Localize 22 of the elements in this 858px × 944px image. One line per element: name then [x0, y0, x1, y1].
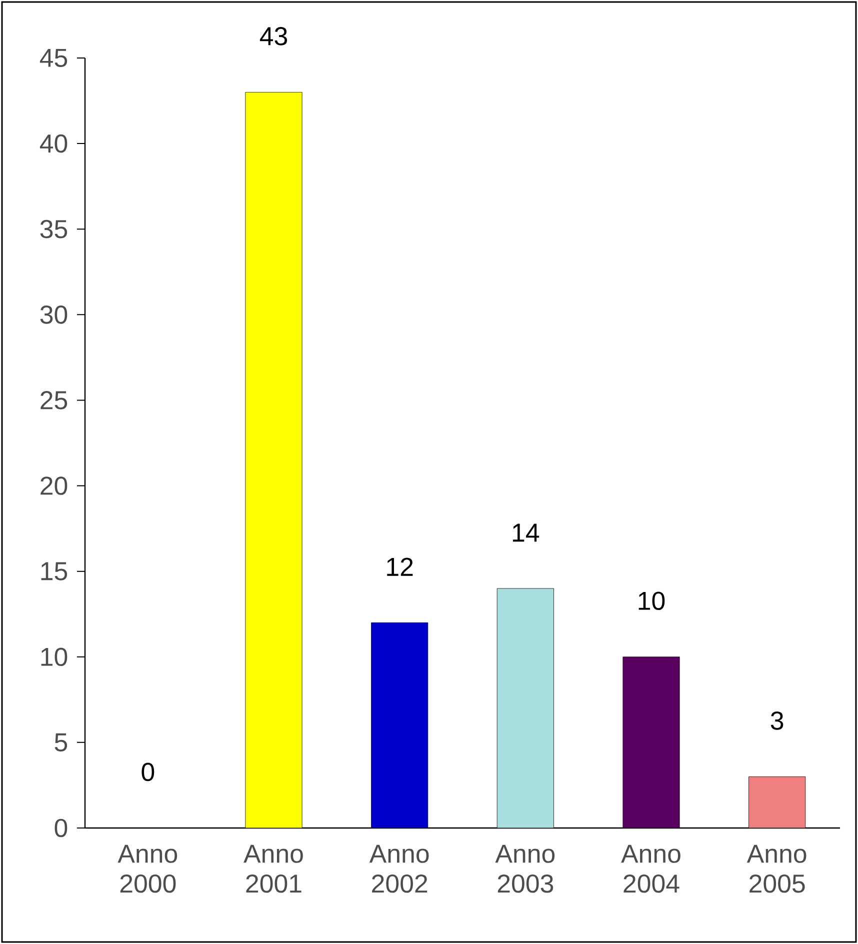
- y-tick-label: 45: [40, 48, 68, 68]
- y-tick-label: 35: [40, 220, 68, 238]
- y-tick-label: 40: [40, 134, 68, 153]
- x-tick-label: Anno 2000: [118, 844, 178, 893]
- y-tick-label: 5: [54, 733, 68, 752]
- y-tick-label: 0: [54, 818, 68, 838]
- data-label: 43: [260, 27, 288, 46]
- data-label: 3: [770, 711, 784, 730]
- x-tick-label: Anno 2001: [244, 844, 303, 893]
- y-tick-label: 15: [41, 562, 68, 580]
- data-label: 14: [512, 524, 540, 542]
- y-tick-label: 30: [40, 305, 68, 324]
- data-label: 10: [638, 592, 665, 610]
- y-tick-label: 25: [40, 391, 68, 410]
- x-tick-label: Anno 2003: [495, 844, 555, 893]
- x-tick-label: Anno 2002: [369, 844, 429, 893]
- x-tick-label: Anno 2005: [746, 844, 806, 893]
- y-tick-label: 20: [40, 476, 68, 495]
- y-tick-label: 10: [41, 648, 68, 666]
- data-label: 12: [387, 558, 413, 576]
- data-label: 0: [142, 762, 154, 782]
- x-tick-label: Anno 2004: [621, 844, 680, 893]
